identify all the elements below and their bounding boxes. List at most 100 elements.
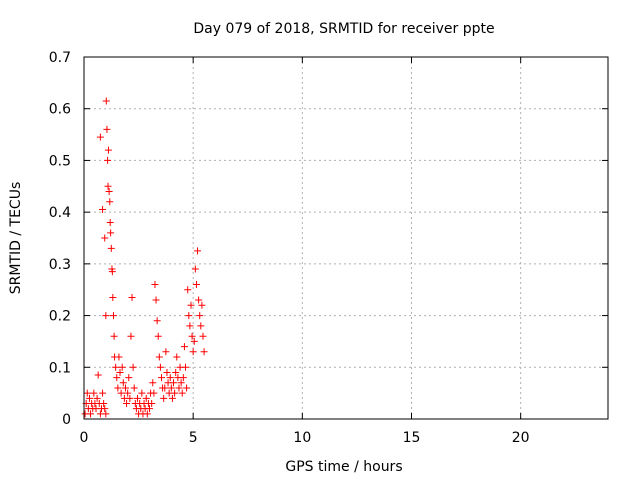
data-point	[187, 301, 195, 309]
data-point	[103, 125, 111, 133]
data-point	[166, 374, 174, 382]
data-point	[198, 301, 206, 309]
x-tick-label: 10	[293, 430, 311, 446]
data-point	[195, 296, 203, 304]
data-point	[104, 146, 112, 154]
data-points	[81, 97, 208, 418]
data-point	[146, 405, 153, 413]
data-point	[115, 353, 123, 361]
x-tick-label: 0	[80, 430, 89, 446]
y-tick-label: 0.6	[49, 102, 71, 118]
plot-frame	[83, 56, 609, 420]
data-point	[142, 394, 150, 402]
data-point	[118, 363, 126, 371]
data-point	[143, 410, 151, 418]
data-point	[153, 317, 161, 325]
data-point	[184, 286, 192, 294]
data-point	[162, 348, 170, 356]
grid-lines	[84, 57, 608, 419]
data-point	[179, 374, 187, 382]
y-tick-label: 0.4	[49, 205, 71, 221]
data-point	[99, 206, 107, 214]
data-point	[121, 384, 129, 392]
data-point	[104, 156, 112, 164]
chart-title: Day 079 of 2018, SRMTID for receiver ppt…	[193, 21, 494, 37]
data-point	[102, 410, 110, 418]
data-point	[113, 374, 121, 382]
data-point	[109, 312, 117, 320]
data-point	[188, 332, 196, 340]
data-point	[152, 296, 160, 304]
data-point	[191, 265, 199, 273]
data-point	[90, 389, 98, 397]
data-point	[93, 394, 101, 402]
y-tick-label: 0.5	[49, 153, 71, 169]
y-tick-label: 0.7	[49, 50, 71, 66]
data-point	[119, 379, 127, 387]
data-point	[117, 389, 125, 397]
data-point	[185, 312, 193, 320]
data-point	[99, 389, 107, 397]
y-tick-label: 0	[62, 412, 71, 428]
data-point	[128, 293, 136, 301]
data-point	[199, 332, 207, 340]
data-point	[133, 394, 141, 402]
data-point	[173, 353, 181, 361]
data-point	[170, 379, 178, 387]
data-point	[100, 399, 108, 407]
data-point	[104, 182, 112, 190]
y-axis-label: SRMTID / TECUs	[8, 182, 24, 295]
data-point	[197, 322, 205, 330]
x-axis-label: GPS time / hours	[285, 459, 402, 475]
data-point	[167, 384, 175, 392]
data-point	[127, 332, 135, 340]
data-point	[172, 368, 180, 376]
data-point	[194, 247, 202, 255]
data-point	[123, 399, 131, 407]
data-point	[83, 389, 91, 397]
data-point	[129, 363, 137, 371]
data-point	[124, 389, 132, 397]
data-point	[107, 244, 115, 252]
y-axis-ticks: 0 0.1 0.2 0.3 0.4 0.5 0.6 0.7	[49, 50, 608, 428]
data-point	[116, 368, 124, 376]
data-point	[101, 405, 109, 413]
data-point	[160, 394, 168, 402]
data-point	[186, 322, 194, 330]
data-point	[192, 281, 200, 289]
data-point	[182, 363, 190, 371]
data-point	[183, 384, 191, 392]
data-point	[102, 312, 110, 320]
data-point	[196, 312, 204, 320]
data-point	[130, 384, 138, 392]
data-point	[87, 410, 95, 418]
x-tick-label: 20	[512, 430, 530, 446]
data-point	[112, 363, 120, 371]
data-point	[96, 133, 104, 141]
data-point	[168, 394, 176, 402]
data-point	[126, 394, 134, 402]
data-point	[149, 379, 157, 387]
data-point	[154, 332, 162, 340]
data-point	[138, 389, 146, 397]
data-point	[109, 293, 117, 301]
x-tick-label: 5	[189, 430, 198, 446]
y-tick-label: 0.2	[49, 309, 71, 325]
y-tick-label: 0.1	[49, 360, 71, 376]
data-point	[106, 198, 114, 206]
x-tick-label: 15	[403, 430, 421, 446]
data-point	[171, 389, 179, 397]
data-point	[102, 97, 110, 105]
data-point	[200, 348, 208, 356]
data-point	[158, 374, 166, 382]
data-point	[163, 368, 171, 376]
data-point	[150, 389, 158, 397]
data-point	[101, 234, 109, 242]
y-tick-label: 0.3	[49, 257, 71, 273]
data-point	[178, 389, 186, 397]
data-point	[175, 384, 183, 392]
data-point	[148, 399, 156, 407]
data-point	[190, 337, 198, 345]
